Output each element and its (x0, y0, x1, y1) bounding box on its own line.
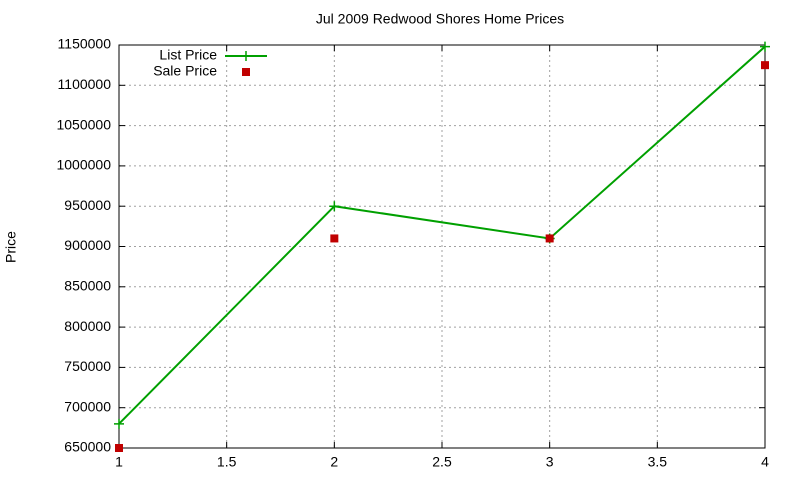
y-axis-label: Price (3, 231, 19, 263)
chart-title: Jul 2009 Redwood Shores Home Prices (316, 11, 564, 27)
y-tick-label: 900000 (64, 237, 111, 253)
x-tick-label: 1.5 (217, 454, 237, 470)
y-tick-label: 1050000 (56, 116, 111, 132)
legend-label: Sale Price (153, 63, 217, 79)
point (545, 234, 554, 243)
point (241, 51, 251, 61)
y-tick-label: 950000 (64, 197, 111, 213)
x-tick-label: 3 (546, 454, 554, 470)
plot-border (118, 44, 766, 449)
y-tick-label: 850000 (64, 278, 111, 294)
series-line (118, 45, 766, 425)
point (242, 68, 250, 76)
y-tick-label: 650000 (64, 439, 111, 455)
point (114, 418, 124, 429)
y-tick-label: 1150000 (58, 36, 112, 52)
y-tick-label: 700000 (64, 398, 111, 414)
x-tick-label: 3.5 (648, 454, 668, 470)
point (761, 61, 769, 70)
y-tick-label: 800000 (64, 318, 111, 334)
y-tick-label: 1100000 (58, 76, 112, 92)
point (330, 234, 339, 243)
point (760, 41, 770, 52)
y-tick-label: 1000000 (56, 157, 111, 173)
x-tick-label: 4 (761, 454, 769, 470)
x-tick-label: 2.5 (432, 454, 452, 470)
y-tick-label: 750000 (64, 358, 111, 374)
point (329, 201, 340, 212)
x-tick-label: 2 (330, 454, 338, 470)
point (115, 444, 123, 452)
legend-label: List Price (159, 47, 217, 63)
x-tick-label: 1 (115, 454, 123, 470)
